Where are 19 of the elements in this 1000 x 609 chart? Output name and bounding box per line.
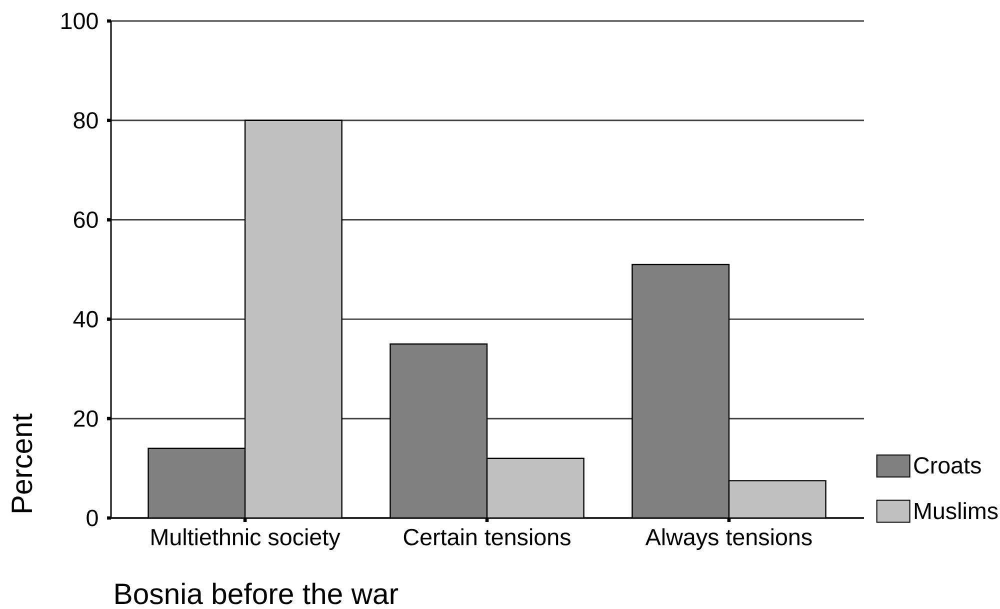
y-tick-label: 20 [74,410,98,427]
y-axis-title: Percent [12,414,32,512]
y-tick-label: 80 [74,112,98,129]
x-tick-label: Certain tensions [404,528,570,546]
bar [486,458,584,518]
bar [244,120,342,518]
bar [632,264,730,518]
x-tick-label: Multiethnic society [152,528,340,550]
bar [148,448,246,518]
legend-label: Muslims [914,502,998,520]
y-tick-label: 40 [73,310,98,328]
y-tick-label: 0 [86,510,98,526]
x-tick-label: Always tensions [645,528,812,550]
y-tick-label: 60 [74,212,98,228]
y-tick-label: 100 [62,12,98,30]
bar [390,343,488,518]
legend-label: Croats [914,457,981,474]
bar [728,480,826,518]
x-axis-title: Bosnia before the war [116,582,398,604]
